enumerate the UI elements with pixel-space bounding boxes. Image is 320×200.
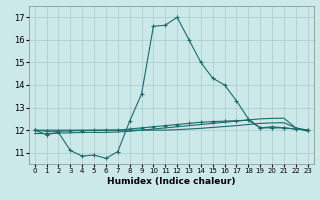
X-axis label: Humidex (Indice chaleur): Humidex (Indice chaleur) xyxy=(107,177,236,186)
